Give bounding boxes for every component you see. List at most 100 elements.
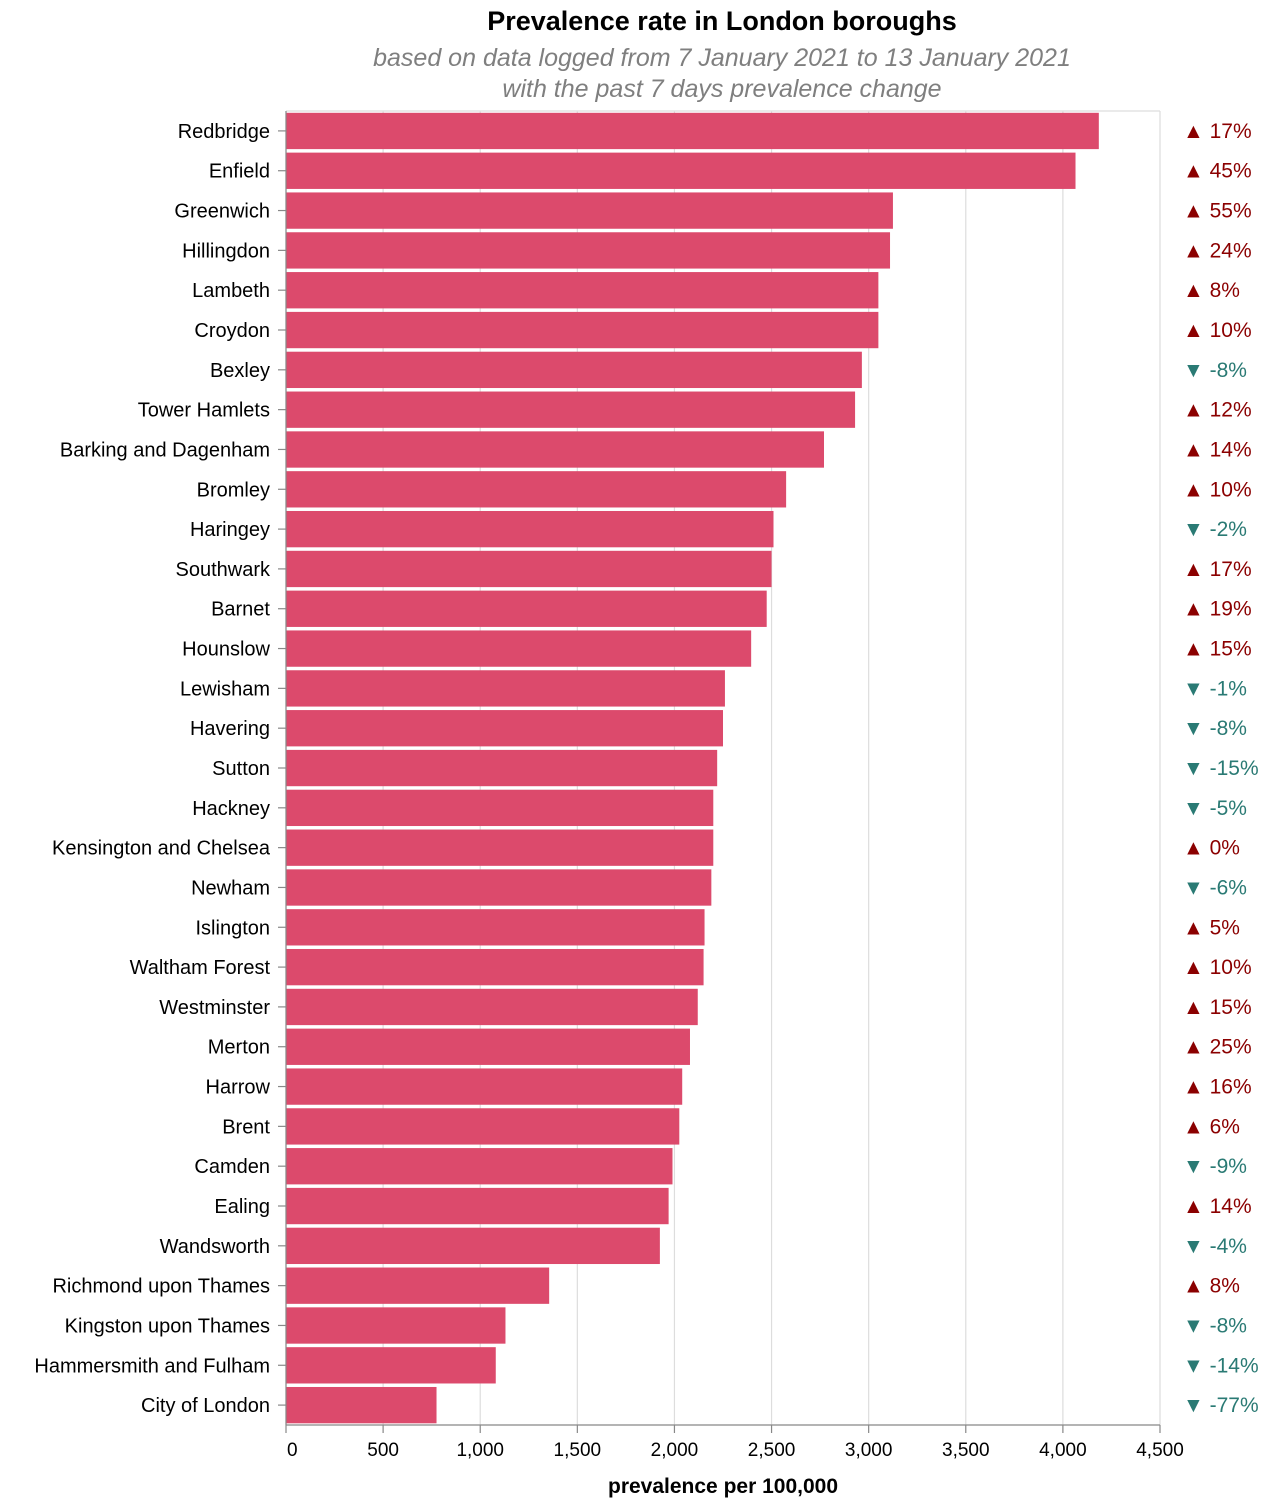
change-label: ▲ 10%: [1183, 319, 1252, 342]
chart-subtitle-line-2: with the past 7 days prevalence change: [502, 75, 942, 103]
bar: [286, 1347, 496, 1384]
bar: [286, 789, 714, 827]
bar: [286, 1187, 669, 1225]
bar: [286, 431, 824, 468]
bar: [286, 1028, 690, 1065]
change-label: ▼ -8%: [1183, 717, 1247, 740]
bar: [286, 112, 1099, 150]
change-label: ▲ 19%: [1183, 598, 1252, 621]
y-tick-label: Richmond upon Thames: [52, 1276, 270, 1298]
change-label: ▼ -5%: [1183, 797, 1247, 820]
x-tick-label: 4,000: [1039, 1440, 1087, 1461]
y-tick-label: Bexley: [210, 360, 270, 382]
change-labels: ▲ 17% ▲ 45% ▲ 55% ▲ 24% ▲ 8% ▲ 10% ▼ -8% ▲ 12% ▲…: [1183, 120, 1259, 1417]
y-tick-label: Waltham Forest: [130, 957, 271, 979]
change-label: ▲ 10%: [1183, 956, 1252, 979]
y-tick-label: Merton: [208, 1037, 270, 1059]
bar: [286, 311, 879, 349]
change-label: ▲ 24%: [1183, 239, 1252, 262]
chart-title: Prevalence rate in London boroughs: [487, 6, 957, 36]
bar: [286, 550, 772, 588]
y-tick-label: Enfield: [209, 161, 270, 183]
change-label: ▼ -1%: [1183, 677, 1247, 700]
y-tick-label: Westminster: [159, 997, 270, 1019]
change-label: ▼ -6%: [1183, 876, 1247, 899]
y-tick-label: Islington: [196, 917, 271, 939]
bar: [286, 749, 718, 787]
bar: [286, 909, 705, 946]
change-label: ▲ 16%: [1183, 1076, 1252, 1099]
x-axis-title: prevalence per 100,000: [608, 1475, 838, 1498]
change-label: ▼ -8%: [1183, 1314, 1247, 1337]
y-tick-label: Southwark: [176, 559, 271, 581]
y-tick-label: Hammersmith and Fulham: [34, 1355, 270, 1377]
bar: [286, 351, 862, 389]
x-tick-label: 0: [287, 1440, 298, 1461]
bar: [286, 1386, 437, 1424]
change-label: ▲ 12%: [1183, 399, 1252, 422]
change-label: ▲ 45%: [1183, 160, 1252, 183]
x-tick-label: 1,500: [554, 1440, 602, 1461]
bar: [286, 152, 1076, 189]
y-tick-label: Bromley: [197, 479, 270, 501]
category-labels: Redbridge Enfield Greenwich Hillingdon Lambe…: [34, 121, 271, 1417]
y-tick-label: Barnet: [211, 599, 270, 621]
change-label: ▲ 25%: [1183, 1036, 1252, 1059]
y-tick-label: Lambeth: [192, 280, 270, 302]
y-tick-label: Croydon: [194, 320, 270, 342]
axes: 0 500 1,000 1,500 2,000 2,500 3,000 3,500 4,000 4…: [278, 111, 1184, 1461]
change-label: ▲ 17%: [1183, 558, 1252, 581]
change-label: ▲ 6%: [1183, 1115, 1240, 1138]
x-tick-label: 3,500: [942, 1440, 990, 1461]
chart-subtitle-line-1: based on data logged from 7 January 2021…: [373, 44, 1071, 72]
y-tick-label: Barking and Dagenham: [60, 439, 270, 461]
change-label: ▲ 10%: [1183, 478, 1252, 501]
change-label: ▲ 5%: [1183, 916, 1240, 939]
y-tick-label: Sutton: [212, 758, 270, 780]
bar: [286, 1068, 683, 1105]
y-tick-label: Tower Hamlets: [138, 400, 270, 422]
change-label: ▲ 55%: [1183, 200, 1252, 223]
change-label: ▼ -77%: [1183, 1394, 1259, 1417]
change-label: ▲ 15%: [1183, 638, 1252, 661]
y-tick-label: Hounslow: [182, 639, 270, 661]
bar: [286, 829, 714, 866]
y-tick-label: Wandsworth: [160, 1236, 270, 1258]
bar: [286, 590, 767, 627]
bar: [286, 272, 879, 309]
bar: [286, 710, 723, 747]
bar: [286, 1227, 660, 1265]
change-label: ▼ -8%: [1183, 359, 1247, 382]
x-tick-label: 1,000: [456, 1440, 504, 1461]
change-label: ▲ 8%: [1183, 279, 1240, 302]
y-tick-label: Kensington and Chelsea: [52, 838, 271, 860]
x-tick-label: 4,500: [1136, 1440, 1184, 1461]
change-label: ▲ 15%: [1183, 996, 1252, 1019]
bar: [286, 192, 893, 229]
x-tick-label: 2,500: [748, 1440, 796, 1461]
change-label: ▼ -9%: [1183, 1155, 1247, 1178]
y-tick-label: Greenwich: [174, 201, 270, 223]
y-tick-label: Newham: [191, 877, 270, 899]
bar: [286, 471, 787, 508]
change-label: ▲ 8%: [1183, 1275, 1240, 1298]
y-tick-label: Lewisham: [180, 678, 270, 700]
bars: [286, 112, 1099, 1424]
bar: [286, 232, 891, 269]
y-tick-label: Haringey: [190, 519, 270, 541]
y-tick-label: Brent: [222, 1116, 270, 1138]
bar: [286, 510, 774, 548]
change-label: ▼ -4%: [1183, 1235, 1247, 1258]
bar: [286, 1108, 680, 1145]
change-label: ▲ 0%: [1183, 837, 1240, 860]
bar: [286, 869, 712, 906]
y-tick-label: Hillingdon: [182, 240, 270, 262]
change-label: ▲ 17%: [1183, 120, 1252, 143]
x-tick-label: 3,000: [845, 1440, 893, 1461]
y-tick-label: Havering: [190, 718, 270, 740]
change-label: ▼ -2%: [1183, 518, 1247, 541]
y-tick-label: City of London: [141, 1395, 270, 1417]
change-label: ▼ -15%: [1183, 757, 1259, 780]
change-label: ▲ 14%: [1183, 438, 1252, 461]
bar: [286, 948, 704, 986]
